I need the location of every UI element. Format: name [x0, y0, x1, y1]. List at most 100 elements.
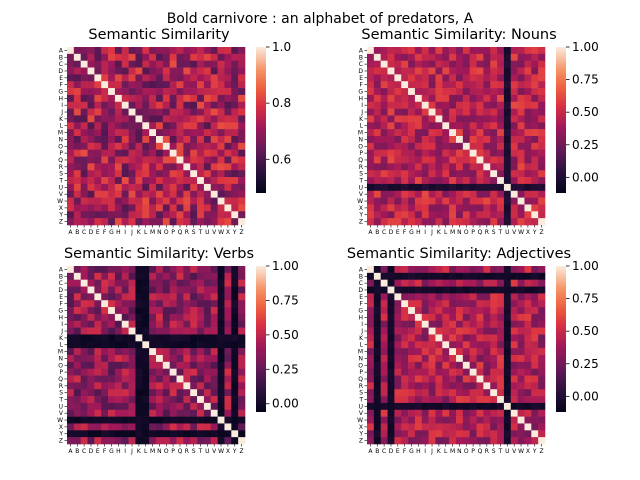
heatmap-cell-H-F	[101, 313, 109, 322]
heatmap-cell-O-Z	[238, 361, 246, 369]
heatmap-cell-V-J	[128, 409, 136, 417]
heatmap-cell-M-K	[135, 129, 143, 137]
heatmap-cell-F-I	[421, 81, 429, 89]
heatmap-cell-Z-U	[503, 437, 512, 445]
heatmap-cell-H-X	[224, 94, 232, 103]
heatmap-cell-I-I	[421, 320, 429, 328]
heatmap-cell-L-G	[108, 122, 116, 130]
heatmap-cell-A-P	[469, 266, 477, 274]
heatmap-cell-K-V	[510, 334, 518, 342]
heatmap-cell-N-V	[510, 355, 518, 363]
heatmap-cell-W-E	[394, 197, 402, 205]
x-tick-label: G	[409, 229, 414, 236]
heatmap-cell-C-U	[503, 279, 512, 287]
x-tick-label: W	[518, 448, 524, 455]
heatmap-cell-N-B	[373, 136, 381, 144]
heatmap-cell-O-B	[73, 142, 81, 150]
heatmap-cell-C-E	[94, 60, 102, 68]
heatmap-cell-Y-K	[135, 430, 143, 438]
heatmap-cell-O-O	[162, 361, 170, 369]
heatmap-cell-T-O	[162, 177, 170, 185]
heatmap-cell-R-E	[94, 163, 102, 171]
heatmap-cell-C-Y	[531, 60, 539, 68]
heatmap-cell-H-J	[428, 313, 436, 322]
heatmap-cell-S-R	[183, 389, 191, 397]
heatmap-cell-B-S	[490, 53, 498, 61]
heatmap-cell-G-X	[524, 307, 532, 315]
heatmap-cell-F-N	[456, 300, 464, 308]
heatmap-cell-Z-Q	[176, 437, 184, 445]
heatmap-cell-L-J	[428, 341, 436, 349]
heatmap-cell-B-V	[210, 272, 218, 280]
heatmap-cell-L-U	[503, 122, 512, 130]
heatmap-cell-R-F	[101, 163, 109, 171]
heatmap-cell-K-T	[497, 334, 505, 342]
heatmap-cell-F-O	[462, 300, 470, 308]
heatmap-cell-J-V	[510, 327, 518, 335]
heatmap-cell-E-H	[414, 293, 423, 301]
heatmap-cell-E-P	[169, 74, 177, 82]
heatmap-cell-U-A	[367, 402, 375, 411]
heatmap-cell-S-Q	[176, 389, 184, 397]
heatmap-cell-T-T	[197, 177, 205, 185]
heatmap-cell-O-D	[387, 361, 395, 369]
heatmap-cell-D-K	[135, 67, 143, 75]
heatmap-cell-N-G	[408, 355, 416, 363]
heatmap-cell-R-G	[108, 382, 116, 390]
heatmap-cell-G-I	[121, 88, 129, 96]
heatmap-cell-E-X	[224, 293, 232, 301]
heatmap-cell-G-I	[121, 307, 129, 315]
heatmap-cell-W-P	[469, 197, 477, 205]
heatmap-cell-M-U	[203, 348, 212, 356]
x-tick-label: N	[157, 229, 162, 236]
heatmap-cell-J-M	[449, 327, 457, 335]
heatmap-cell-D-G	[408, 286, 416, 294]
heatmap-cell-G-H	[114, 88, 123, 96]
heatmap-cell-V-V	[210, 409, 218, 417]
heatmap-cell-T-F	[401, 396, 409, 404]
heatmap-cell-I-F	[401, 101, 409, 109]
heatmap-cell-H-A	[367, 313, 375, 322]
heatmap-cell-S-K	[135, 389, 143, 397]
heatmap-cell-C-G	[108, 60, 116, 68]
heatmap-cell-M-K	[435, 348, 443, 356]
heatmap-cell-O-W	[217, 361, 225, 369]
heatmap-cell-F-U	[503, 81, 512, 89]
heatmap-cell-I-I	[121, 320, 129, 328]
x-tick-label: F	[403, 229, 407, 236]
heatmap-cell-M-E	[94, 348, 102, 356]
heatmap-cell-V-U	[503, 190, 512, 198]
heatmap-cell-K-Q	[176, 115, 184, 123]
heatmap-cell-R-H	[414, 382, 423, 390]
heatmap-cell-B-E	[94, 53, 102, 61]
heatmap-cell-P-C	[380, 149, 388, 157]
heatmap-cell-V-H	[114, 409, 123, 417]
heatmap-cell-G-E	[394, 88, 402, 96]
heatmap-cell-E-N	[156, 293, 164, 301]
heatmap-cell-P-D	[87, 149, 95, 157]
y-tick-label: N	[59, 355, 64, 362]
heatmap-cell-A-X	[524, 266, 532, 274]
heatmap-cell-H-K	[435, 94, 443, 103]
heatmap-cell-I-P	[469, 320, 477, 328]
heatmap-cell-H-C	[380, 94, 388, 103]
heatmap-cell-H-A	[67, 313, 75, 322]
heatmap-cell-V-O	[462, 409, 470, 417]
heatmap-cell-M-O	[462, 348, 470, 356]
heatmap-cell-D-C	[380, 67, 388, 75]
heatmap-cell-M-S	[490, 129, 498, 137]
colorbar-tick-label: 0.00	[572, 389, 599, 403]
heatmap-cell-R-V	[210, 382, 218, 390]
heatmap-cell-Q-S	[190, 375, 198, 383]
heatmap-cell-H-A	[67, 94, 75, 103]
heatmap-cell-P-S	[490, 368, 498, 376]
x-tick-label: H	[116, 229, 121, 236]
heatmap-cell-W-G	[108, 416, 116, 424]
heatmap-cell-Q-H	[414, 375, 423, 383]
heatmap-cell-J-V	[210, 327, 218, 335]
heatmap-cell-Q-F	[401, 375, 409, 383]
heatmap-cell-P-Z	[238, 149, 246, 157]
heatmap-cell-R-H	[414, 163, 423, 171]
heatmap-cell-A-A	[67, 266, 75, 274]
